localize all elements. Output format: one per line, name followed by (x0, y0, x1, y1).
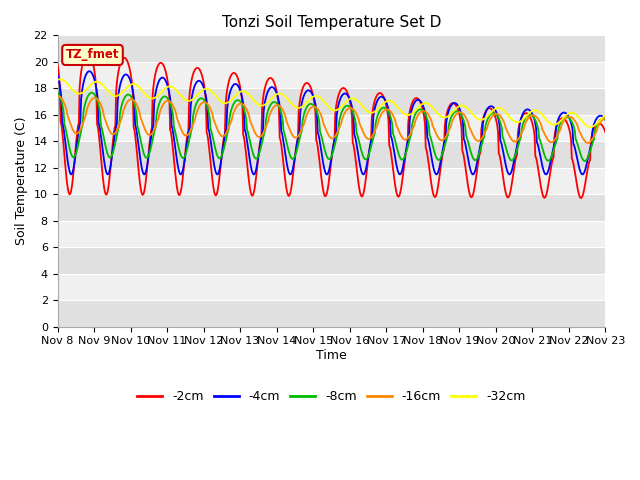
Bar (58, 194, 605, 221)
Bar (58, 9, 605, 36)
Bar (58, 168, 605, 194)
Bar (58, 62, 605, 88)
Bar (58, 36, 605, 62)
Legend: -2cm, -4cm, -8cm, -16cm, -32cm: -2cm, -4cm, -8cm, -16cm, -32cm (132, 385, 531, 408)
Y-axis label: Soil Temperature (C): Soil Temperature (C) (15, 117, 28, 245)
Text: TZ_fmet: TZ_fmet (66, 48, 119, 61)
Bar (58, 274, 605, 300)
Bar (58, 247, 605, 274)
Bar (58, 221, 605, 247)
Bar (58, 115, 605, 141)
X-axis label: Time: Time (316, 349, 347, 362)
Bar (58, 141, 605, 168)
Bar (58, 88, 605, 115)
Title: Tonzi Soil Temperature Set D: Tonzi Soil Temperature Set D (221, 15, 441, 30)
Bar (58, 300, 605, 327)
